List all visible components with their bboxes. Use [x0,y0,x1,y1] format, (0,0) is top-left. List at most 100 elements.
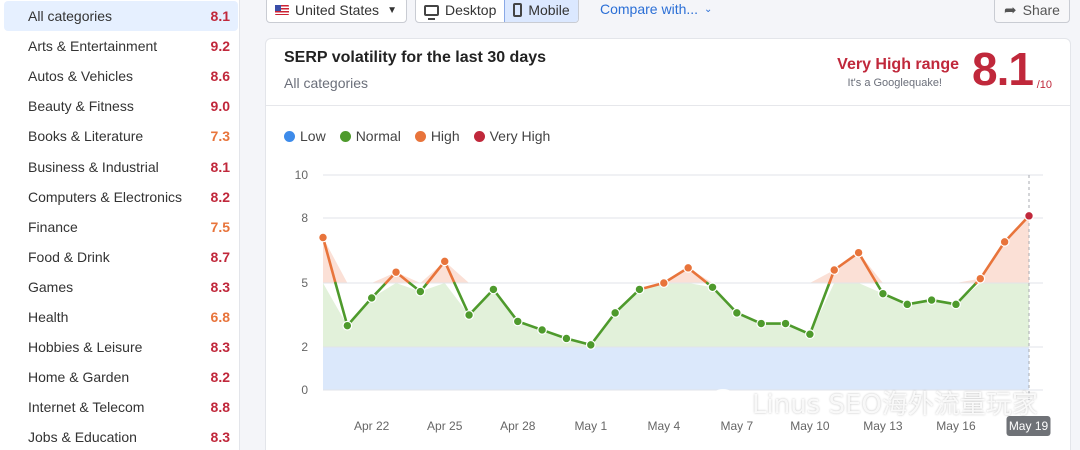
series-line-segment [808,281,831,336]
sidebar-item[interactable]: Books & Literature 7.3 [4,121,238,151]
sidebar-item[interactable]: Jobs & Education 8.3 [4,422,238,450]
data-point [561,333,572,344]
desktop-label: Desktop [445,2,497,18]
sidebar-item[interactable]: All categories 8.1 [4,1,238,31]
legend-dot-icon [339,130,351,142]
sidebar-item-label: Finance [28,218,78,235]
sidebar-item-score: 7.5 [210,218,230,235]
sidebar-item-label: Autos & Vehicles [28,68,134,85]
sidebar-item-score: 8.2 [210,188,230,205]
data-point [415,286,426,297]
wechat-icon [710,389,745,415]
volatility-score: 8.1 [972,43,1034,95]
sidebar-item-score: 8.6 [210,68,230,85]
legend-item[interactable]: Very High [473,128,550,144]
device-toggle: Desktop Mobile [415,0,579,23]
sidebar-item-score: 8.8 [210,399,230,416]
data-point [780,318,791,329]
sidebar-item-score: 8.1 [210,8,230,24]
data-point [318,232,328,243]
sidebar-item[interactable]: Beauty & Fitness 9.0 [4,91,238,121]
sidebar-item[interactable]: Home & Garden 8.2 [4,362,238,392]
data-point [829,265,840,275]
us-flag-icon [275,5,289,15]
share-icon: ➦ [1004,2,1017,19]
category-sidebar: All categories 8.1 Arts & Entertainment 9.2… [0,0,240,450]
sidebar-item-score: 9.2 [210,38,230,55]
series-line-segment [589,311,617,347]
sidebar-item[interactable]: Health 6.8 [4,302,238,332]
sidebar-item-score: 8.7 [210,248,230,265]
x-tick-label: May 19 [1009,419,1049,433]
sidebar-item[interactable]: Arts & Entertainment 9.2 [4,31,238,61]
data-point [342,320,353,331]
x-tick-label: May 7 [721,419,754,433]
x-tick-label: May 4 [647,419,680,433]
sidebar-item[interactable]: Hobbies & Leisure 8.3 [4,332,238,362]
desktop-option[interactable]: Desktop [416,0,504,22]
sidebar-item-label: Jobs & Education [28,429,137,446]
compare-dropdown[interactable]: Compare with... ⌄ [600,1,720,17]
x-tick-label: May 13 [863,419,903,433]
sidebar-item-label: All categories [28,8,113,24]
data-point [1024,210,1034,221]
legend-dot-icon [284,130,295,142]
series-line-segment [711,285,739,315]
data-point [902,299,913,310]
legend-label: Normal [355,128,401,144]
sidebar-item-label: Books & Literature [28,128,144,145]
data-point [658,278,669,288]
data-point [488,284,499,295]
country-select[interactable]: United States ▼ [266,0,407,23]
data-point [512,316,523,327]
card-title: SERP volatility for the last 30 days [284,49,547,66]
y-tick-label: 8 [301,211,308,225]
data-point [853,247,864,258]
watermark-text: Linus SEO海外流量玩家 [752,390,1038,420]
legend-item[interactable]: Low [284,128,326,144]
normal-band [323,283,1029,347]
mobile-option[interactable]: Mobile [504,0,578,22]
data-point [366,293,377,303]
x-tick-label: May 16 [936,419,976,433]
watermark: Linus SEO海外流量玩家 [708,384,1038,421]
data-point [707,282,718,293]
sidebar-item[interactable]: Games 8.3 [4,272,238,302]
card-header: SERP volatility for the last 30 days All… [266,39,1070,106]
series-line-segment [492,288,520,323]
data-point [391,267,401,278]
data-point [999,236,1010,247]
data-point [975,273,986,284]
data-point [683,262,694,273]
x-tick-label: May 10 [790,419,830,433]
sidebar-item-score: 8.3 [210,278,230,295]
legend-item[interactable]: High [414,128,460,144]
sidebar-item-score: 7.3 [210,128,230,145]
share-button[interactable]: ➦ Share [994,0,1070,23]
high-band [323,215,1029,283]
sidebar-item[interactable]: Finance 7.5 [4,212,238,242]
sidebar-item-score: 6.8 [210,309,230,325]
data-point [804,329,815,340]
share-label: Share [1022,2,1060,18]
sidebar-item[interactable]: Autos & Vehicles 8.6 [4,61,238,91]
sidebar-item-label: Beauty & Fitness [28,98,134,115]
sidebar-item[interactable]: Internet & Telecom 8.8 [4,392,238,422]
series-line-segment [346,296,373,327]
legend-item[interactable]: Normal [339,128,401,144]
data-point [585,339,596,350]
sidebar-item-score: 9.0 [210,98,230,115]
legend-label: High [430,128,460,144]
series-line-segment [954,281,978,306]
series-line-segment [321,236,337,285]
mobile-icon [513,3,523,17]
score-max: /10 [1036,79,1052,91]
sidebar-item[interactable]: Food & Drink 8.7 [4,242,238,272]
y-tick-label: 5 [301,276,308,290]
sidebar-item[interactable]: Computers & Electronics 8.2 [4,182,238,212]
card-subtitle: All categories [284,75,369,91]
x-tick-label: May 1 [574,419,607,433]
compare-label: Compare with... [600,1,699,17]
sidebar-item[interactable]: Business & Industrial 8.1 [4,152,238,182]
